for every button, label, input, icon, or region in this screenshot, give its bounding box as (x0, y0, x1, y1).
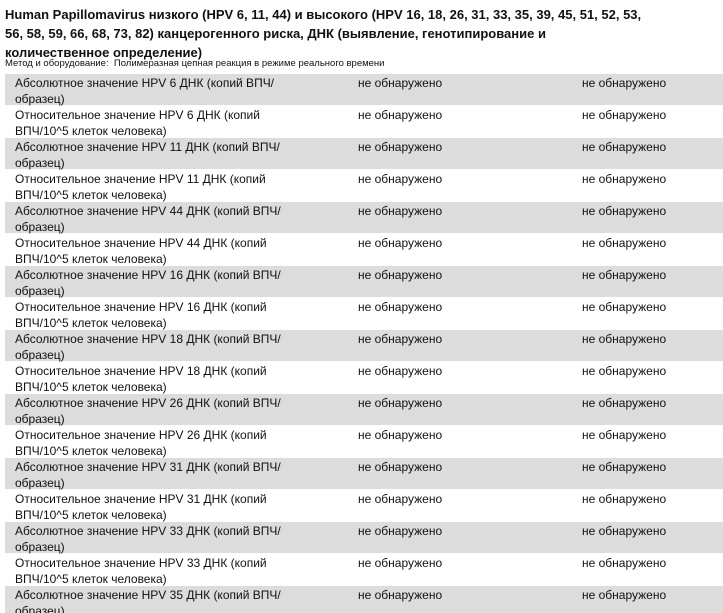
table-row: Абсолютное значение HPV 35 ДНК (копий ВП… (5, 586, 723, 613)
test-name: Абсолютное значение HPV 11 ДНК (копий ВП… (15, 140, 280, 170)
title: Human Papillomavirus низкого (HPV 6, 11,… (5, 7, 642, 60)
result: не обнаружено (358, 396, 443, 410)
result: не обнаружено (358, 236, 443, 250)
test-name: Абсолютное значение HPV 35 ДНК (копий ВП… (15, 588, 281, 613)
test-name: Относительное значение HPV 31 ДНК (копий… (15, 492, 267, 522)
result: не обнаружено (358, 76, 443, 90)
result: не обнаружено (358, 268, 443, 282)
result-secondary: не обнаружено (582, 588, 667, 602)
result: не обнаружено (358, 332, 443, 346)
result: не обнаружено (358, 460, 443, 474)
test-name: Относительное значение HPV 18 ДНК (копий… (15, 364, 267, 394)
result-secondary: не обнаружено (582, 300, 667, 314)
test-name: Абсолютное значение HPV 26 ДНК (копий ВП… (15, 396, 281, 426)
result: не обнаружено (358, 364, 443, 378)
result-secondary: не обнаружено (582, 268, 667, 282)
test-name: Абсолютное значение HPV 31 ДНК (копий ВП… (15, 460, 281, 490)
result: не обнаружено (358, 492, 443, 506)
test-name: Относительное значение HPV 6 ДНК (копий … (15, 108, 260, 138)
table-row: Относительное значение HPV 33 ДНК (копий… (5, 554, 723, 586)
test-name: Относительное значение HPV 16 ДНК (копий… (15, 300, 267, 330)
result-secondary: не обнаружено (582, 396, 667, 410)
result-secondary: не обнаружено (582, 140, 667, 154)
test-name: Абсолютное значение HPV 44 ДНК (копий ВП… (15, 204, 281, 234)
test-name: Относительное значение HPV 26 ДНК (копий… (15, 428, 267, 458)
result: не обнаружено (358, 108, 443, 122)
table-row: Относительное значение HPV 6 ДНК (копий … (5, 106, 723, 138)
result-secondary: не обнаружено (582, 524, 667, 538)
table-row: Абсолютное значение HPV 31 ДНК (копий ВП… (5, 458, 723, 490)
result-secondary: не обнаружено (582, 76, 667, 90)
table-row: Абсолютное значение HPV 33 ДНК (копий ВП… (5, 522, 723, 554)
result: не обнаружено (358, 524, 443, 538)
test-name: Относительное значение HPV 44 ДНК (копий… (15, 236, 267, 266)
results-table: Абсолютное значение HPV 6 ДНК (копий ВПЧ… (5, 74, 723, 613)
test-name: Относительное значение HPV 11 ДНК (копий… (15, 172, 266, 202)
test-name: Абсолютное значение HPV 6 ДНК (копий ВПЧ… (15, 76, 275, 106)
test-name: Относительное значение HPV 33 ДНК (копий… (15, 556, 267, 586)
method-label: Метод и оборудование: (5, 58, 109, 69)
method-line: Метод и оборудование: Полимеразная цепна… (5, 58, 384, 69)
table-row: Относительное значение HPV 16 ДНК (копий… (5, 298, 723, 330)
result-secondary: не обнаружено (582, 460, 667, 474)
result-secondary: не обнаружено (582, 172, 667, 186)
table-row: Относительное значение HPV 44 ДНК (копий… (5, 234, 723, 266)
result-secondary: не обнаружено (582, 492, 667, 506)
table-row: Абсолютное значение HPV 18 ДНК (копий ВП… (5, 330, 723, 362)
result-secondary: не обнаружено (582, 108, 667, 122)
table-row: Абсолютное значение HPV 26 ДНК (копий ВП… (5, 394, 723, 426)
table-row: Относительное значение HPV 18 ДНК (копий… (5, 362, 723, 394)
result: не обнаружено (358, 588, 443, 602)
method-value: Полимеразная цепная реакция в режиме реа… (113, 58, 385, 69)
table-row: Относительное значение HPV 31 ДНК (копий… (5, 490, 723, 522)
test-name: Абсолютное значение HPV 33 ДНК (копий ВП… (15, 524, 281, 554)
table-row: Абсолютное значение HPV 6 ДНК (копий ВПЧ… (5, 74, 723, 106)
table-row: Относительное значение HPV 26 ДНК (копий… (5, 426, 723, 458)
table-row: Относительное значение HPV 11 ДНК (копий… (5, 170, 723, 202)
result-secondary: не обнаружено (582, 556, 667, 570)
result: не обнаружено (358, 172, 443, 186)
result: не обнаружено (358, 140, 443, 154)
table-row: Абсолютное значение HPV 11 ДНК (копий ВП… (5, 138, 723, 170)
result: не обнаружено (358, 556, 443, 570)
result-secondary: не обнаружено (582, 364, 667, 378)
test-name: Абсолютное значение HPV 18 ДНК (копий ВП… (15, 332, 281, 362)
result: не обнаружено (358, 300, 443, 314)
test-name: Абсолютное значение HPV 16 ДНК (копий ВП… (15, 268, 281, 298)
result-secondary: не обнаружено (582, 204, 667, 218)
result-secondary: не обнаружено (582, 428, 667, 442)
result: не обнаружено (358, 428, 443, 442)
result-secondary: не обнаружено (582, 332, 667, 346)
result: не обнаружено (358, 204, 443, 218)
table-row: Абсолютное значение HPV 16 ДНК (копий ВП… (5, 266, 723, 298)
table-row: Абсолютное значение HPV 44 ДНК (копий ВП… (5, 202, 723, 234)
result-secondary: не обнаружено (582, 236, 667, 250)
